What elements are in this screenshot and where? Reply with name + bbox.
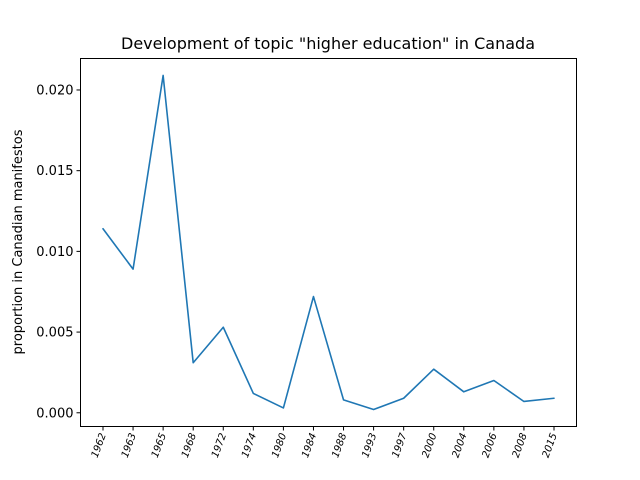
y-tick-label: 0.000 <box>36 406 73 421</box>
x-tick-label: 1984 <box>300 432 319 460</box>
x-tick-label: 1980 <box>270 432 289 460</box>
y-axis-label: proportion in Canadian manifestos <box>11 129 26 354</box>
plot-series <box>102 74 555 411</box>
y-tick-label: 0.005 <box>36 326 73 341</box>
x-axis: 1962 1963 1965 1968 1972 1974 1980 1984 1988 1993… <box>90 426 560 460</box>
x-tick-label: 2006 <box>481 432 500 460</box>
x-tick-label: 1974 <box>240 432 259 460</box>
x-tick-label: 1963 <box>120 432 139 460</box>
y-tick-label: 0.020 <box>36 83 73 98</box>
x-tick-label: 1962 <box>90 432 109 460</box>
plot-frame <box>80 58 577 427</box>
x-tick-label: 1997 <box>390 431 409 459</box>
x-tick-label: 2015 <box>541 432 560 460</box>
series-line <box>102 74 555 411</box>
y-tick-label: 0.015 <box>36 164 73 179</box>
x-tick-label: 2000 <box>421 432 440 460</box>
chart-title: Development of topic "higher education" … <box>121 34 535 53</box>
y-tick-label: 0.010 <box>36 245 73 260</box>
x-tick-label: 2004 <box>451 432 470 460</box>
y-axis: 0.000 0.005 0.010 0.015 0.020 <box>36 83 81 421</box>
x-tick-label: 1993 <box>360 432 379 460</box>
x-tick-label: 2008 <box>511 432 530 460</box>
x-tick-label: 1965 <box>150 432 169 460</box>
x-tick-label: 1972 <box>210 432 229 460</box>
x-tick-label: 1968 <box>180 432 199 460</box>
x-tick-label: 1988 <box>330 432 349 460</box>
